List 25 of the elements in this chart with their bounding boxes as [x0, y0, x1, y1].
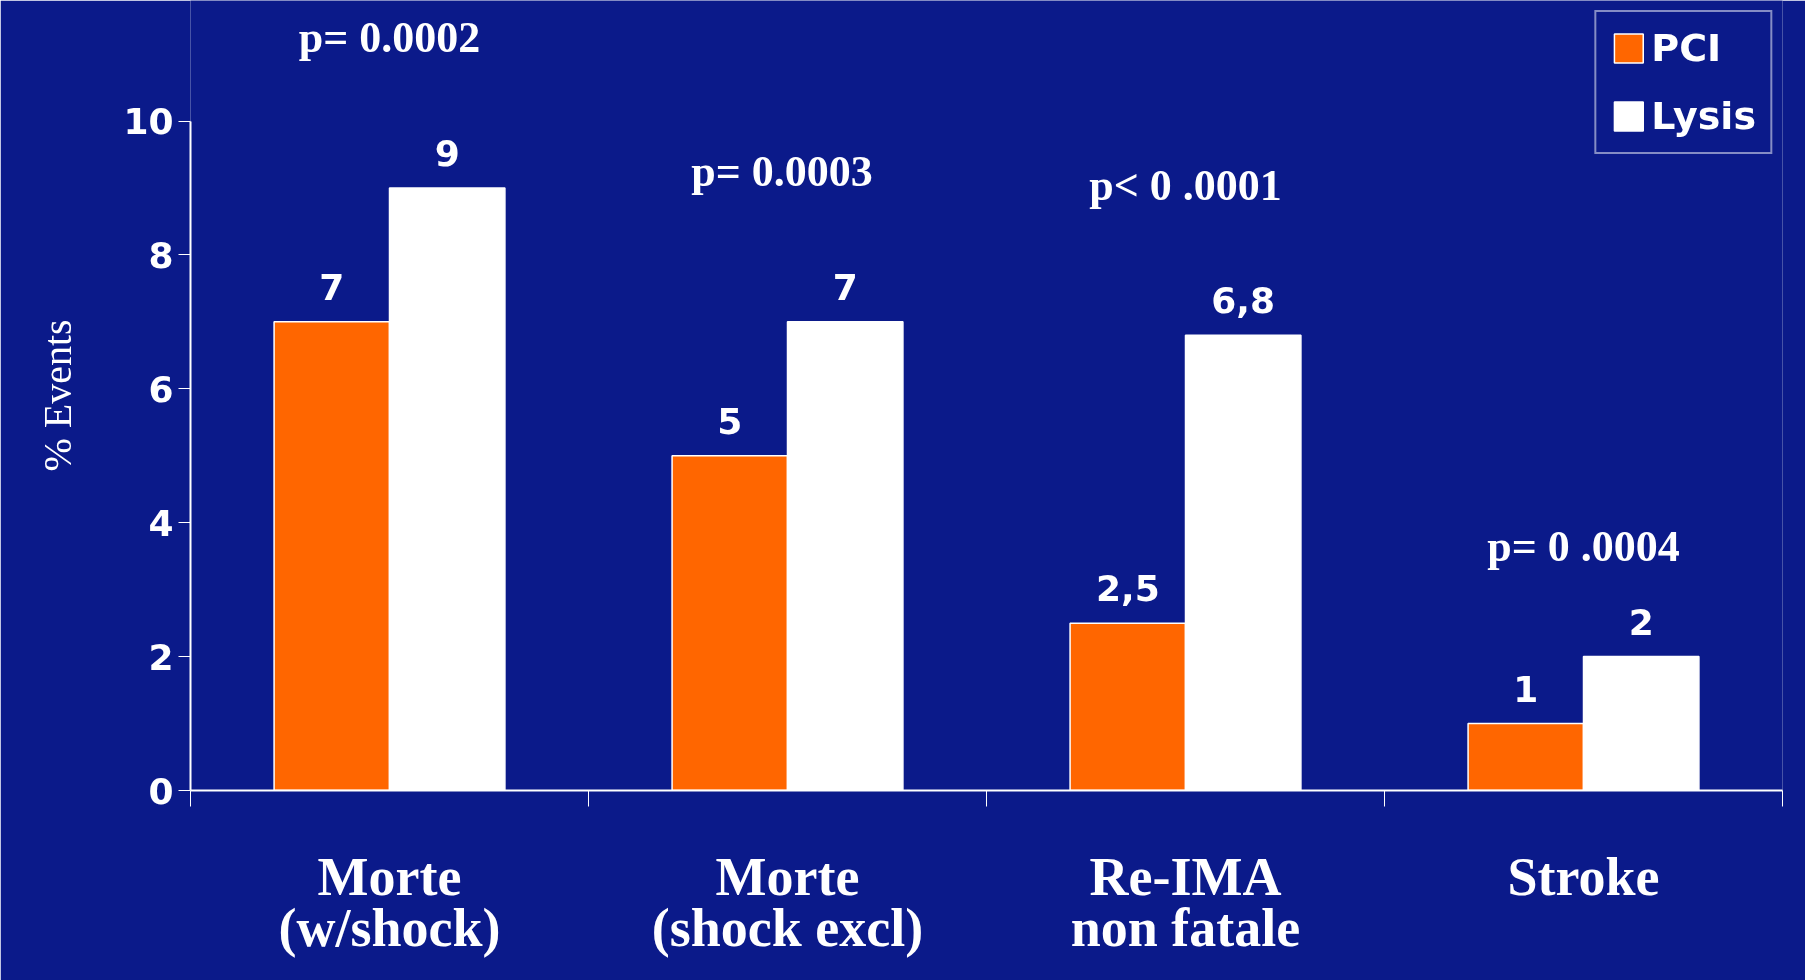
data-label: 7	[319, 266, 345, 308]
annotation: p= 0.0003	[691, 147, 873, 197]
x-tick-label: Morte (w/shock)	[278, 846, 501, 958]
y-tick-label: 2	[148, 636, 174, 678]
x-tick-label: Morte (shock excl)	[651, 846, 924, 958]
x-tick-label: Re-IMA non fatale	[1070, 846, 1301, 958]
y-tick-label: 10	[123, 101, 174, 143]
data-label: 5	[717, 400, 743, 442]
data-label: 2	[1628, 601, 1654, 643]
data-label: 2,5	[1095, 568, 1160, 610]
legend-label: Lysis	[1651, 94, 1756, 138]
data-label: 1	[1513, 668, 1539, 710]
data-label: 7	[832, 266, 858, 308]
data-label: 6,8	[1211, 280, 1276, 322]
y-axis-title: % Events	[35, 319, 81, 472]
y-tick-label: 4	[148, 502, 174, 544]
data-label: 9	[434, 132, 460, 174]
x-tick-label: Stroke	[1507, 846, 1660, 907]
y-tick-label: 0	[148, 770, 174, 812]
annotation: p= 0 .0004	[1487, 522, 1680, 572]
y-tick-label: 6	[148, 368, 174, 410]
annotation: p< 0 .0001	[1089, 160, 1282, 210]
y-tick-label: 8	[148, 234, 174, 276]
text: p= 0.0002	[298, 13, 481, 63]
legend-label: PCI	[1651, 26, 1722, 70]
